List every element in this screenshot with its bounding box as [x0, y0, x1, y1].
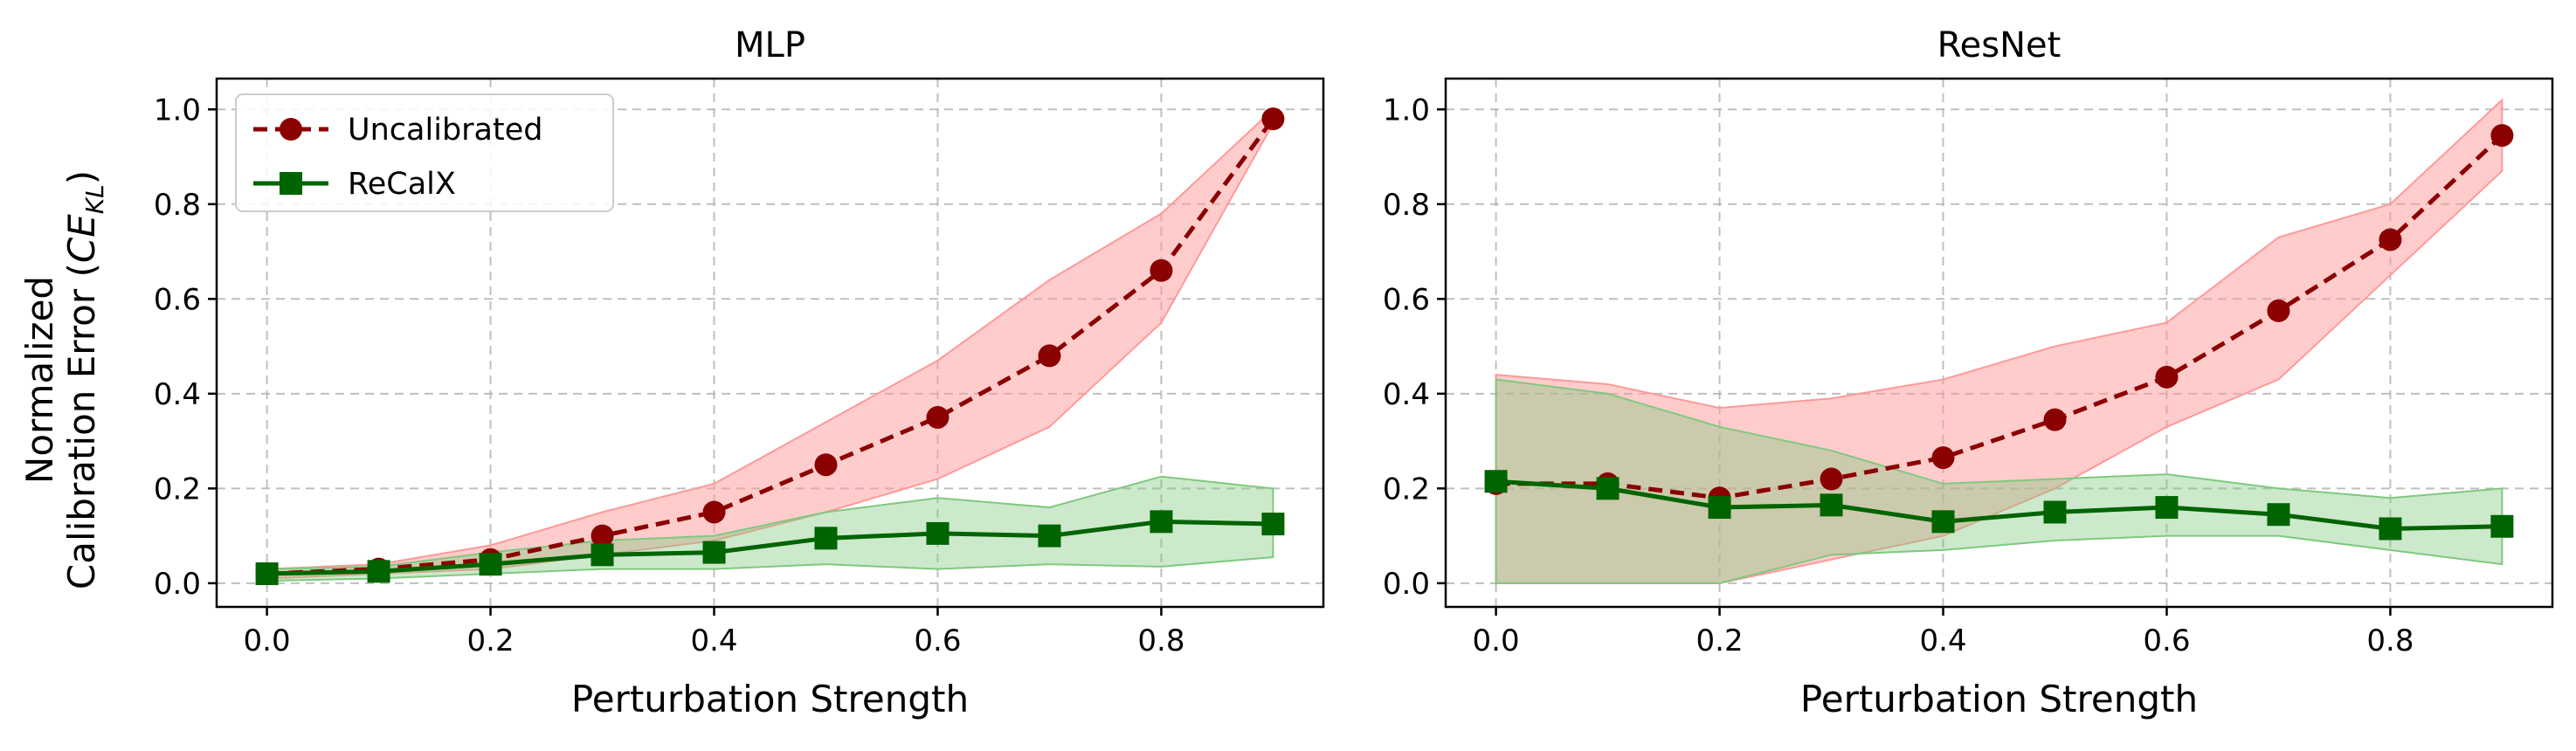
y-tick-label: 0.4 — [154, 377, 201, 412]
point-uncalibrated — [2490, 124, 2514, 148]
point-recalx — [1708, 496, 1731, 520]
y-tick-label: 1.0 — [154, 93, 201, 127]
y-tick-label: 0.6 — [1383, 282, 1430, 317]
y-axis-label-line2: Calibration Error (CEKL) — [60, 170, 109, 589]
point-uncalibrated — [1150, 258, 1173, 282]
x-tick-label: 0.4 — [690, 624, 737, 658]
point-recalx — [1150, 510, 1173, 534]
point-recalx — [2490, 514, 2514, 538]
point-uncalibrated — [1820, 467, 1843, 491]
y-tick-label: 0.4 — [1383, 377, 1430, 412]
series-line-uncalibrated — [266, 117, 1275, 576]
point-uncalibrated — [2043, 408, 2067, 431]
point-recalx — [926, 521, 950, 545]
y-tick-label: 0.6 — [154, 282, 201, 317]
x-tick-label: 0.0 — [244, 624, 291, 658]
y-tick-label: 1.0 — [1383, 93, 1430, 127]
legend-box — [235, 93, 614, 212]
point-uncalibrated — [926, 405, 950, 429]
point-recalx — [1261, 513, 1285, 536]
x-axis-label: Perturbation Strength — [571, 678, 969, 720]
y-tick-label: 0.8 — [1383, 188, 1430, 223]
point-recalx — [367, 560, 390, 583]
series-line-recalx — [266, 519, 1274, 576]
point-recalx — [2379, 517, 2402, 541]
point-recalx — [479, 553, 502, 576]
point-uncalibrated — [1261, 107, 1285, 131]
y-axis-label: Normalized Calibration Error (CEKL) — [18, 170, 109, 589]
panel-title: ResNet — [1937, 25, 2061, 65]
point-uncalibrated — [1038, 344, 1061, 368]
panel-title: MLP — [735, 25, 805, 65]
point-uncalibrated — [590, 524, 614, 548]
point-uncalibrated — [2155, 365, 2179, 389]
legend-marker-circle — [280, 118, 302, 141]
x-axis-label: Perturbation Strength — [1800, 678, 2198, 720]
y-axis-label-line1: Normalized — [18, 276, 61, 484]
point-uncalibrated — [1931, 446, 1955, 470]
y-tick-label: 0.8 — [154, 188, 201, 223]
point-recalx — [2267, 503, 2290, 527]
point-recalx — [255, 562, 279, 586]
axes-frame — [1444, 77, 2554, 609]
point-recalx — [814, 527, 838, 550]
point-recalx — [1596, 477, 1619, 500]
point-recalx — [1038, 524, 1061, 548]
point-uncalibrated — [814, 453, 838, 477]
x-tick-label: 0.8 — [2366, 624, 2414, 658]
point-uncalibrated — [702, 500, 726, 524]
series-line-recalx — [1495, 479, 2503, 531]
band-uncalibrated — [1495, 98, 2503, 584]
axes-frame — [215, 77, 1325, 609]
legend: Uncalibrated ReCalX — [235, 93, 614, 212]
x-tick-label: 0.6 — [2143, 624, 2190, 658]
point-recalx — [590, 543, 614, 567]
point-uncalibrated — [2267, 299, 2290, 322]
series-line-uncalibrated — [1495, 134, 2504, 500]
x-tick-label: 0.0 — [1473, 624, 1520, 658]
y-tick-label: 0.0 — [154, 567, 201, 602]
y-tick-label: 0.0 — [1383, 567, 1430, 602]
point-recalx — [1484, 470, 1508, 493]
point-uncalibrated — [2379, 228, 2402, 251]
band-recalx — [1495, 378, 2503, 584]
legend-label: ReCalX — [348, 167, 456, 202]
y-tick-label: 0.2 — [1383, 472, 1430, 506]
point-recalx — [1931, 510, 1955, 534]
point-recalx — [2155, 496, 2179, 520]
point-recalx — [702, 541, 726, 564]
y-tick-label: 0.2 — [154, 472, 201, 506]
x-tick-label: 0.4 — [1919, 624, 1966, 658]
x-tick-label: 0.2 — [467, 624, 515, 658]
legend-marker-square — [280, 172, 302, 195]
x-tick-label: 0.6 — [914, 624, 961, 658]
legend-label: Uncalibrated — [348, 113, 542, 148]
x-tick-label: 0.8 — [1137, 624, 1184, 658]
point-recalx — [2043, 500, 2067, 524]
x-tick-label: 0.2 — [1696, 624, 1744, 658]
point-recalx — [1820, 493, 1843, 517]
panel-resnet: 0.0 0.2 0.4 0.6 0.8 0.0 0.2 0.4 0.6 0.8 1.0 ResNet P… — [1383, 25, 2554, 720]
